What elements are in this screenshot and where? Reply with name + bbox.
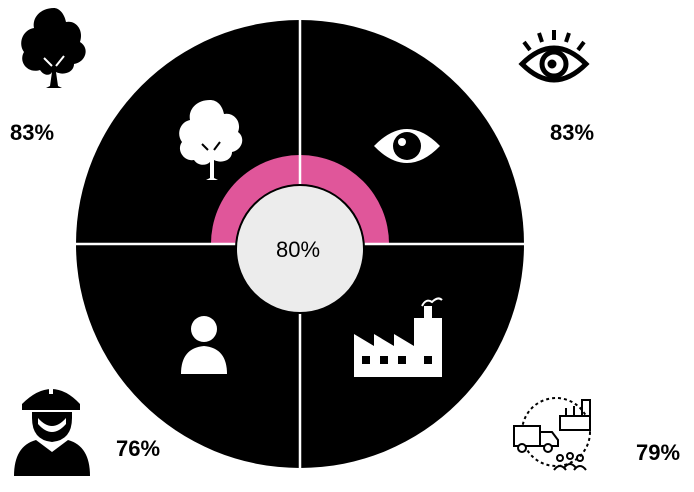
- construction-worker-icon: [14, 382, 90, 476]
- supply-chain-icon: [513, 397, 591, 471]
- tree-icon: [21, 8, 86, 88]
- top-left-percentage: 83%: [10, 120, 55, 145]
- center-label: 80%: [276, 237, 320, 262]
- bottom-left-percentage: 76%: [116, 436, 161, 461]
- inner-person-icon: [181, 316, 227, 374]
- bottom-right-percentage: 79%: [636, 440, 681, 465]
- inner-tree-icon: [179, 100, 243, 180]
- center-circle: [235, 184, 365, 314]
- top-right-percentage: 83%: [550, 120, 595, 145]
- inner-factory-icon: [354, 297, 443, 377]
- eye-icon: [518, 30, 590, 83]
- inner-eye-icon: [374, 129, 440, 163]
